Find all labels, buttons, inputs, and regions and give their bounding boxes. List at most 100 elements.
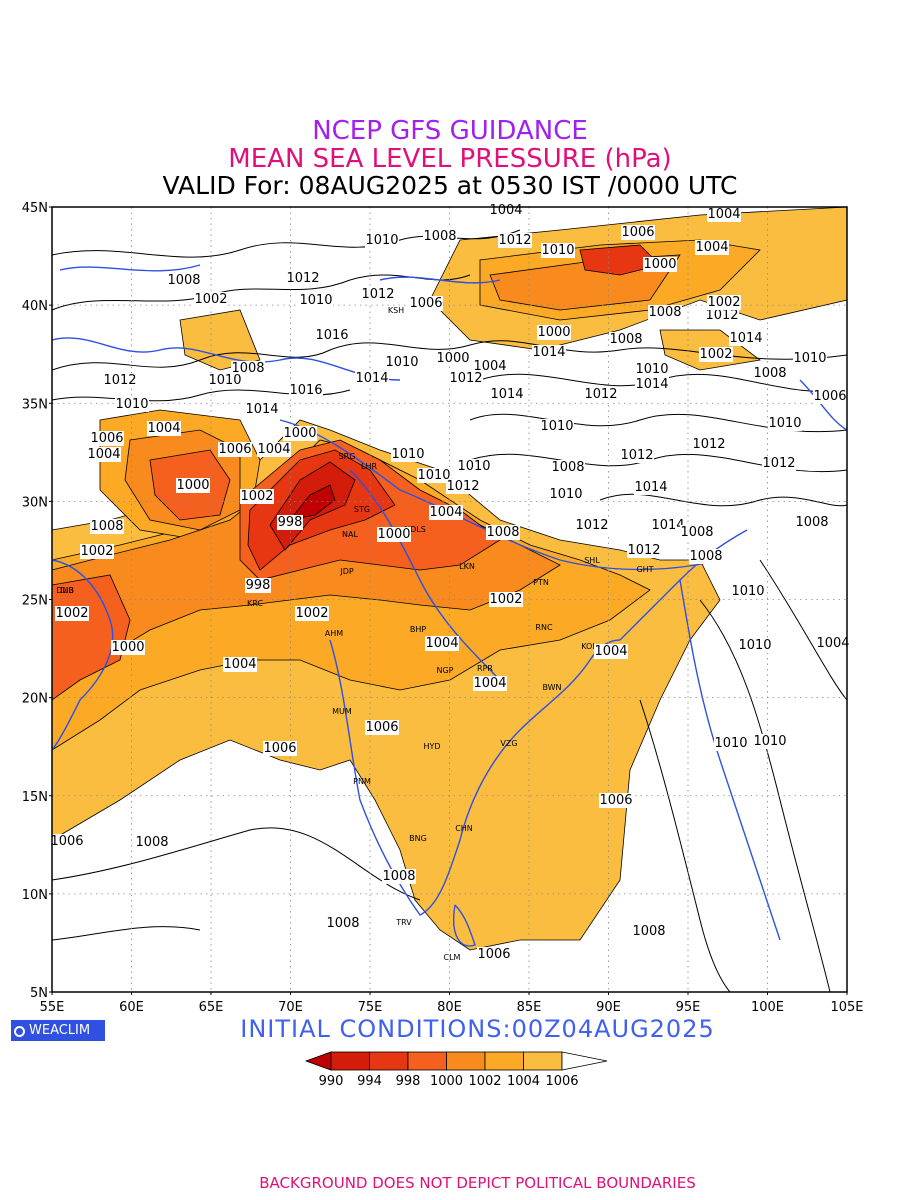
colorbar-swatch [484,1051,524,1071]
isobar-label: 1012 [103,373,136,388]
coastline-path [453,904,476,947]
logo-text: WEACLIM [29,1023,91,1038]
isobar-label-bg [498,233,532,248]
city-label: AHM [325,629,343,638]
isobar-label-bg [707,295,741,310]
isobar-label-bg [50,834,84,849]
isobar-label-bg [549,487,583,502]
isobar-label: 1014 [635,377,668,392]
city-label: DIB [60,586,74,595]
isobar-label: 1004 [816,636,849,651]
isobar-label: 1006 [263,741,296,756]
isobar-label-bg [326,916,360,931]
isobar-label: 1014 [634,480,667,495]
isobar [51,926,201,941]
isobar-label: 1004 [87,447,120,462]
isobar-label: 1012 [620,448,653,463]
isobar-label-bg [648,305,682,320]
colorbar-swatch [369,1051,409,1071]
isobar-label-bg [689,549,723,564]
city-label: CLM [444,953,461,962]
city-label: VZG [500,739,517,748]
city-label: NGP [436,666,453,675]
isobar-label: 998 [246,578,271,593]
isobar-label: 1012 [449,371,482,386]
lon-label: 65E [199,1000,224,1015]
lon-label: 60E [119,1000,144,1015]
isobar-label-bg [436,351,470,366]
city-label: TRV [395,918,412,927]
city-label: BHP [410,625,427,634]
isobar-label-bg [594,644,628,659]
colorbar-level-label: 994 [357,1074,382,1089]
isobar-label: 1014 [245,402,278,417]
isobar-label: 1004 [257,442,290,457]
isobar-label: 1004 [429,505,462,520]
isobar-label-bg [692,437,726,452]
city-label: KOL [581,642,597,651]
city-label: KSH [388,306,404,315]
isobar-label-bg [283,426,317,441]
isobar-label: 1010 [457,459,490,474]
isobar-label: 1012 [575,518,608,533]
city-label: SRG [339,452,356,461]
city-label: CHN [455,824,473,833]
isobar-label-bg [385,355,419,370]
isobar-label-bg [695,240,729,255]
isobar-label-bg [699,347,733,362]
colorbar-upper-arrow [561,1051,608,1071]
isobar-label-bg [541,243,575,258]
isobar-label: 1014 [651,518,684,533]
lat-label: 25N [22,594,48,609]
city-label: RNC [535,623,553,632]
isobar-label-bg [490,387,524,402]
isobar-label: 1002 [240,489,273,504]
isobar-label: 1008 [326,916,359,931]
isobar-label-bg [103,373,137,388]
isobar-label: 1008 [423,229,456,244]
colorbar-level-label: 1002 [468,1074,501,1089]
colorbar-level-label: 990 [319,1074,344,1089]
isobar-label-bg [377,527,411,542]
isobar-label: 1000 [176,478,209,493]
isobar-label-bg [147,421,181,436]
isobar-label: 1002 [194,292,227,307]
city-label: JDP [339,567,354,576]
isobar-label-bg [90,519,124,534]
isobar-label-bg [111,640,145,655]
pressure-fills [51,206,848,951]
isobar-label: 1010 [768,416,801,431]
isobar-label-bg [90,431,124,446]
isobar-label-bg [176,478,210,493]
city-label: KRC [247,599,263,608]
isobar-label-bg [635,377,669,392]
isobar-label: 1012 [361,287,394,302]
weaclim-logo: WEACLIM [11,1020,105,1041]
isobar-label: 1008 [382,869,415,884]
isobar-label-bg [762,456,796,471]
isobar-label-bg [446,479,480,494]
isobar-label: 1000 [537,325,570,340]
isobar-label-bg [382,869,416,884]
lat-lon-grid [52,207,847,992]
isobar-label-bg [208,373,242,388]
isobar-label: 1010 [115,397,148,412]
isobar-label-bg [620,448,654,463]
isobar-label-bg [632,924,666,939]
isobar-labels: 1004 1004 1010 1008 1012 1010 1006 1004 1008 1002… [50,203,850,962]
isobar-label-bg [486,525,520,540]
coastline-path [349,469,501,681]
isobar-label: 1002 [80,544,113,559]
isobar-label: 1004 [425,636,458,651]
isobar-label-bg [599,793,633,808]
isobar-label: 1004 [594,644,627,659]
isobar-label-bg [621,225,655,240]
coastline-path [51,559,114,751]
city-label: PNM [353,777,371,786]
isobar-label: 1006 [477,947,510,962]
isobar-label: 1012 [627,543,660,558]
isobar-label-bg [245,402,279,417]
isobar-label: 1006 [621,225,654,240]
city-label: BWN [542,683,561,692]
isobar-label: 1012 [498,233,531,248]
